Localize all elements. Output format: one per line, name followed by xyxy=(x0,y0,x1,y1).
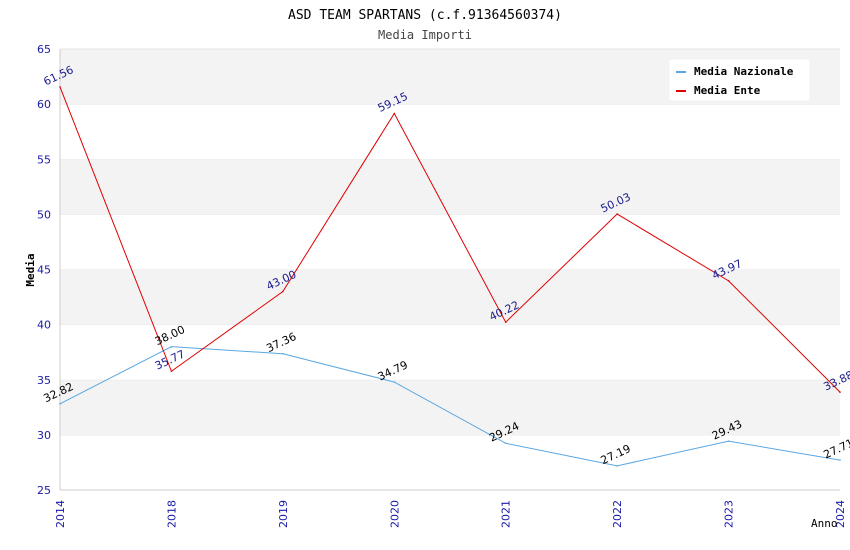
y-tick-label: 45 xyxy=(37,264,51,277)
grid-band xyxy=(60,434,840,490)
y-tick-label: 40 xyxy=(37,319,51,332)
data-point xyxy=(282,290,284,293)
y-tick-label: 25 xyxy=(37,484,51,497)
data-point xyxy=(616,213,618,215)
x-tick-label: 2020 xyxy=(388,500,401,528)
y-axis-label: Media xyxy=(24,253,37,286)
x-tick-label: 2018 xyxy=(165,500,178,528)
y-tick-label: 60 xyxy=(37,98,51,111)
legend: Media Nazionale Media Ente xyxy=(668,58,811,102)
x-axis-label: Anno xyxy=(811,517,838,530)
x-tick-label: 2023 xyxy=(723,500,736,528)
x-tick-label: 2022 xyxy=(611,500,624,528)
data-point xyxy=(282,352,284,355)
data-point xyxy=(170,370,173,373)
x-tick-label: 2021 xyxy=(500,500,513,528)
data-point xyxy=(59,86,61,88)
legend-label-media-ente: Media Ente xyxy=(694,84,761,97)
grid-band xyxy=(60,159,840,215)
y-tick-label: 65 xyxy=(37,43,51,56)
grid-band xyxy=(60,269,840,325)
legend-box xyxy=(668,58,811,102)
data-point xyxy=(504,442,507,445)
y-tick-label: 35 xyxy=(37,374,51,387)
x-tick-label: 2014 xyxy=(54,500,67,528)
y-tick-label: 55 xyxy=(37,153,51,166)
series-line-0 xyxy=(59,346,841,467)
grid-band xyxy=(60,104,840,160)
x-tick-label: 2019 xyxy=(277,500,290,528)
data-point xyxy=(839,391,841,393)
data-point xyxy=(504,321,507,323)
chart-subtitle: Media Importi xyxy=(378,28,472,42)
data-point xyxy=(839,459,841,461)
data-point xyxy=(59,402,61,405)
y-axis-ticks: 25 30 35 40 45 50 55 60 65 xyxy=(37,43,51,497)
chart-title: ASD TEAM SPARTANS (c.f.91364560374) xyxy=(288,8,562,23)
data-point xyxy=(170,345,173,348)
grid-band xyxy=(60,214,840,270)
data-point xyxy=(393,112,396,115)
legend-label-media-nazionale: Media Nazionale xyxy=(694,65,794,78)
y-tick-label: 30 xyxy=(37,429,51,442)
data-point xyxy=(727,440,730,442)
grid-band xyxy=(60,324,840,380)
data-point xyxy=(616,465,618,467)
x-tick-label: 2024 xyxy=(834,500,847,528)
data-point xyxy=(727,280,730,282)
grid-band xyxy=(60,379,840,435)
y-tick-label: 50 xyxy=(37,208,51,221)
x-axis-ticks: 2014 2018 2019 2020 2021 2022 2023 2024 xyxy=(54,500,847,528)
data-point xyxy=(393,381,396,383)
series-layer xyxy=(59,86,841,467)
series-line-1 xyxy=(59,86,841,393)
